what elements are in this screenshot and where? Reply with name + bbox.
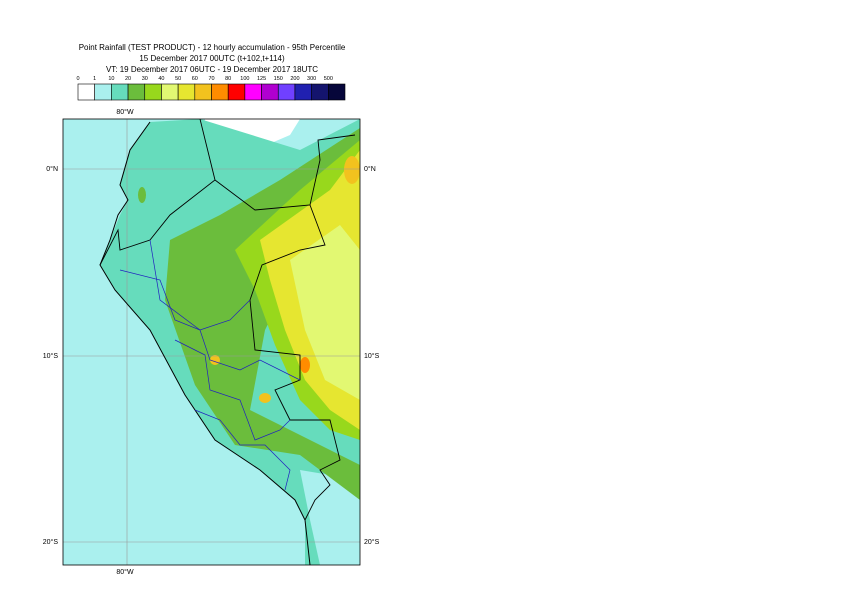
graticule-labels: 80°W 80°W 0°N 0°N 10°S 10°S 20°S 20°S [43,108,380,576]
legend-swatch [261,83,279,101]
legend-swatch [111,83,129,101]
lat-label: 0°N [46,165,58,173]
region-border [174,339,291,441]
legend-swatch [177,83,196,101]
legend-swatch [294,83,312,101]
rain-max [344,156,360,184]
legend-label: 150 [274,76,283,82]
legend-swatch [144,83,162,101]
map-frame [62,118,361,566]
legend-label: 10 [108,76,114,82]
rain-max [259,393,271,403]
legend-label: 1 [93,76,96,82]
title-line: Point Rainfall (TEST PRODUCT) - 12 hourl… [79,43,346,52]
legend: 0 1 10 20 30 40 50 60 70 80 100 125 150 200 300 500 [76,76,346,101]
legend-swatch [94,83,112,101]
border [214,134,356,211]
coastline [99,121,311,565]
region-border [119,269,301,381]
legend-label: 40 [158,76,164,82]
legend-label: 70 [208,76,214,82]
legend-swatch [127,83,146,101]
map [63,119,360,565]
lat-label: 20°S [43,538,59,546]
border [249,204,341,521]
legend-label: 100 [240,76,249,82]
legend-swatch [227,83,246,101]
rain-max [300,357,310,373]
lat-label: 10°S [364,352,380,360]
legend-swatch [161,83,179,101]
legend-label: 125 [257,76,266,82]
legend-label: 300 [307,76,316,82]
legend-label: 50 [175,76,181,82]
legend-swatch [211,83,229,101]
title-line: 15 December 2017 00UTC (t+102,t+114) [139,54,285,63]
legend-swatch [194,83,212,101]
legend-label: 0 [76,76,79,82]
legend-label: 200 [290,76,299,82]
title-line: VT: 19 December 2017 06UTC - 19 December… [106,65,318,74]
legend-label: 500 [324,76,333,82]
legend-swatch [77,83,95,101]
rain-max [138,187,146,203]
lat-label: 0°N [364,165,376,173]
lon-label: 80°W [116,568,134,576]
legend-swatch [277,83,296,101]
lon-label: 80°W [116,108,134,116]
rain-max [210,355,220,365]
legend-label: 20 [125,76,131,82]
legend-swatch [244,83,262,101]
legend-swatch [311,83,329,101]
title: Point Rainfall (TEST PRODUCT) - 12 hourl… [79,43,346,74]
region-border [194,409,291,491]
lat-label: 20°S [364,538,380,546]
legend-swatch [328,83,346,101]
legend-label: 80 [225,76,231,82]
legend-label: 30 [142,76,148,82]
lat-label: 10°S [43,352,59,360]
land-light [300,470,360,565]
legend-label: 60 [192,76,198,82]
